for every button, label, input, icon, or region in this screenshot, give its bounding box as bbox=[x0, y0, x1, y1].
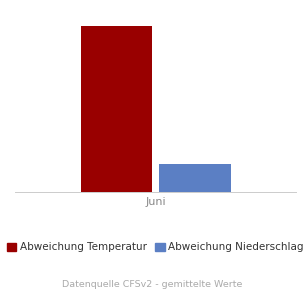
Legend: Abweichung Temperatur, Abweichung Niederschlag: Abweichung Temperatur, Abweichung Nieder… bbox=[3, 238, 305, 256]
Bar bbox=[81, 25, 152, 192]
Text: Datenquelle CFSv2 - gemittelte Werte: Datenquelle CFSv2 - gemittelte Werte bbox=[62, 280, 243, 289]
Bar bbox=[159, 164, 231, 192]
